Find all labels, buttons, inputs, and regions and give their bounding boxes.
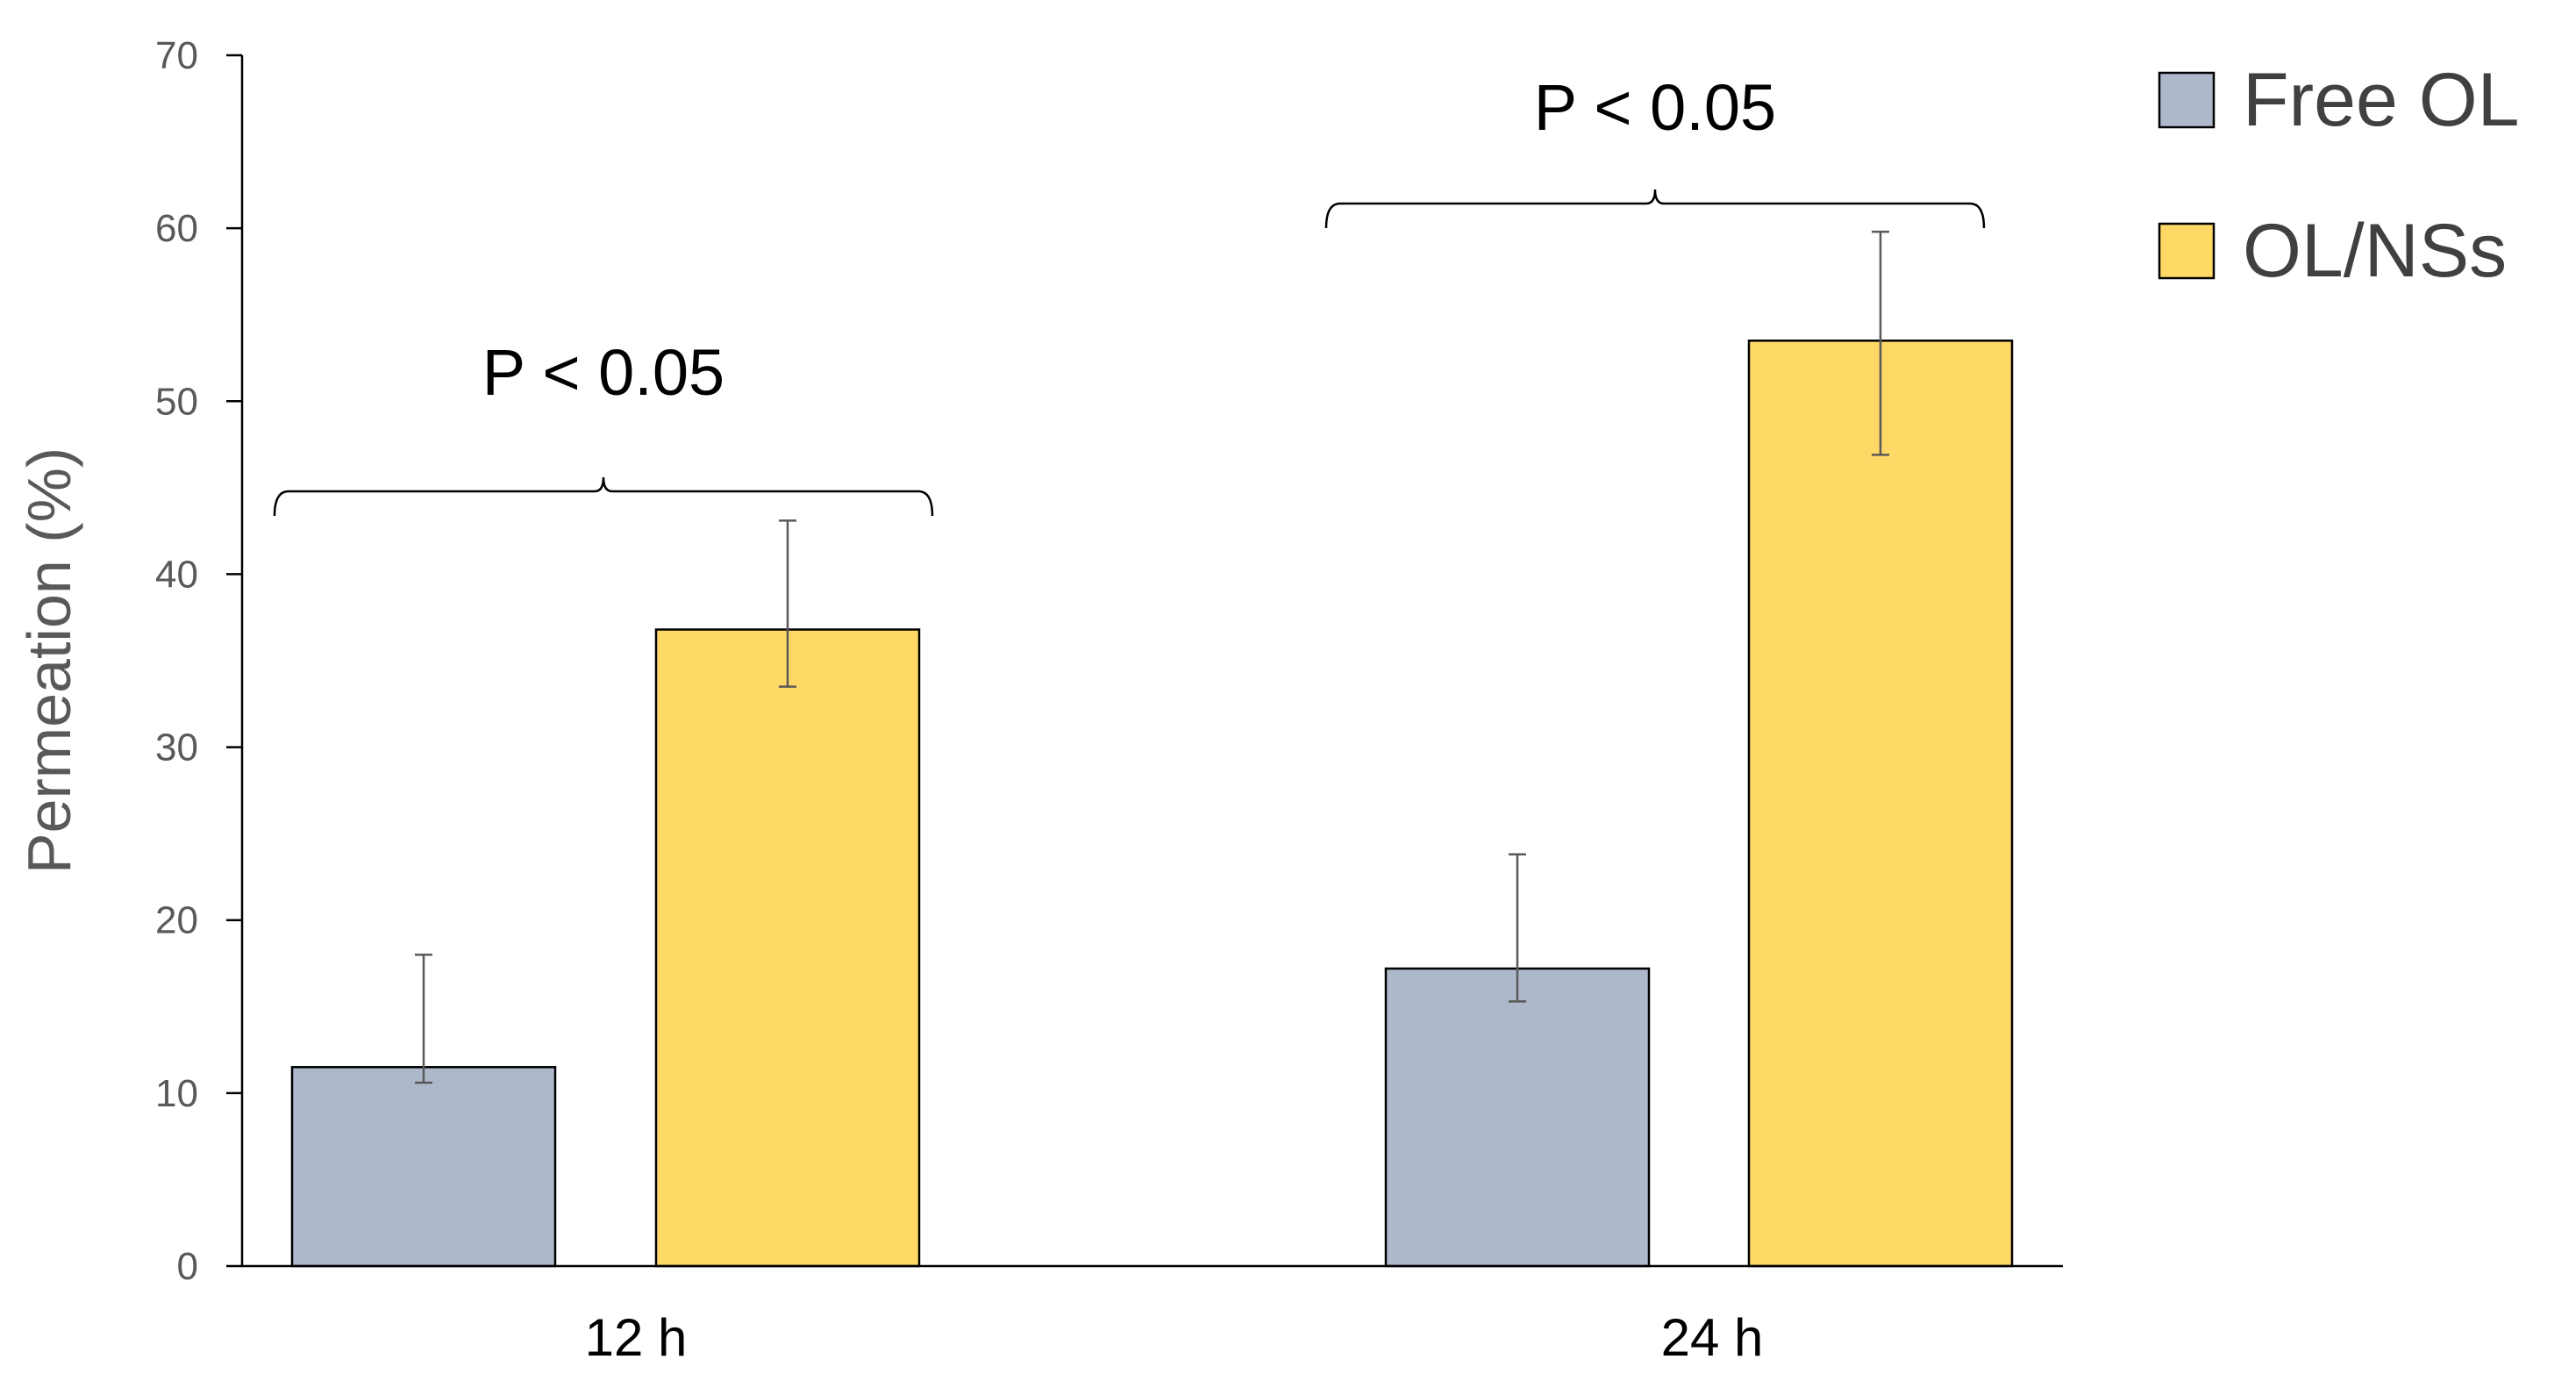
bar-ol-nss-24h bbox=[1747, 340, 2014, 1268]
y-tick-label: 50 bbox=[155, 380, 198, 423]
y-tick-label: 0 bbox=[177, 1245, 198, 1288]
error-bars bbox=[415, 230, 1889, 1084]
legend-swatch bbox=[2158, 222, 2216, 280]
y-tick-label: 10 bbox=[155, 1072, 198, 1115]
y-axis-label: Permeation (%) bbox=[15, 447, 83, 874]
significance-label: P < 0.05 bbox=[482, 336, 724, 409]
category-labels: 12 h 24 h bbox=[585, 1308, 1764, 1367]
significance-bracket bbox=[1324, 189, 1986, 229]
category-label: 24 h bbox=[1661, 1308, 1764, 1367]
legend: Free OL OL/NSs bbox=[2158, 58, 2519, 293]
legend-swatch bbox=[2158, 71, 2216, 129]
bar-free-ol-12h bbox=[290, 1066, 557, 1268]
significance-annotations: P < 0.05 P < 0.05 bbox=[273, 71, 1986, 517]
legend-label: Free OL bbox=[2243, 58, 2519, 142]
legend-label: OL/NSs bbox=[2243, 209, 2507, 293]
y-tick-label: 30 bbox=[155, 726, 198, 769]
bar-free-ol-24h bbox=[1384, 967, 1651, 1268]
y-tick-label: 20 bbox=[155, 899, 198, 942]
significance-bracket bbox=[273, 476, 934, 517]
y-tick-label: 70 bbox=[155, 34, 198, 77]
y-axis-ticks: 0 10 20 30 40 50 60 70 bbox=[155, 34, 242, 1288]
significance-label: P < 0.05 bbox=[1534, 71, 1776, 144]
y-tick-label: 40 bbox=[155, 553, 198, 596]
category-label: 12 h bbox=[585, 1308, 688, 1367]
y-tick-label: 60 bbox=[155, 207, 198, 250]
bar-ol-nss-12h bbox=[654, 628, 921, 1268]
bars bbox=[290, 340, 2014, 1268]
